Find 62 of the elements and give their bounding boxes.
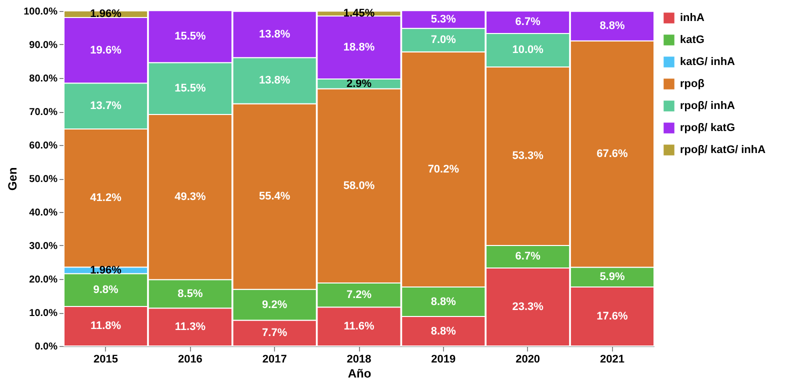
legend-label: katG <box>680 34 704 46</box>
y-tick-label: 20.0% <box>29 274 58 286</box>
x-axis-title: Año <box>348 366 372 380</box>
data-label: 8.8% <box>430 296 456 308</box>
data-label: 41.2% <box>90 192 122 204</box>
x-tick-label: 2017 <box>262 354 287 366</box>
data-label: 11.6% <box>344 320 375 333</box>
y-tick-label: 50.0% <box>29 174 58 185</box>
data-label: 2.9% <box>346 78 372 90</box>
x-tick-label: 2016 <box>178 354 202 366</box>
legend-label: rpoβ <box>680 78 705 90</box>
data-label: 8.8% <box>600 20 625 32</box>
y-tick-label: 10.0% <box>29 308 58 319</box>
data-label: 8.5% <box>178 288 203 300</box>
data-label: 5.9% <box>600 271 625 284</box>
legend-label: katG/ inhA <box>680 56 736 68</box>
data-label: 19.6% <box>90 44 122 56</box>
data-label: 15.5% <box>174 82 206 95</box>
x-tick-label: 2020 <box>516 354 540 366</box>
data-label: 7.2% <box>346 289 372 302</box>
data-label: 13.7% <box>90 100 122 112</box>
y-tick-label: 90.0% <box>29 40 58 51</box>
x-tick-label: 2018 <box>346 354 372 366</box>
data-label: 53.3% <box>512 150 544 162</box>
data-label: 8.8% <box>430 325 456 338</box>
data-label: 17.6% <box>596 310 628 323</box>
data-label: 11.3% <box>174 321 206 334</box>
data-label: 7.7% <box>262 327 288 340</box>
legend-label: inhA <box>680 12 704 24</box>
y-tick-label: 40.0% <box>29 208 58 218</box>
data-label: 9.8% <box>93 284 119 296</box>
legend-label: rpoβ/ inhA <box>680 100 736 112</box>
y-tick-label: 0.0% <box>34 342 58 352</box>
y-tick-label: 70.0% <box>29 107 58 118</box>
data-label: 18.8% <box>343 42 375 54</box>
data-label: 9.2% <box>262 298 288 311</box>
x-tick-label: 2019 <box>431 354 456 366</box>
y-axis-title: Gen <box>6 167 20 191</box>
legend-label: rpoβ/ katG/ inhA <box>680 144 766 156</box>
y-tick-label: 100.0% <box>24 6 58 18</box>
data-label: 13.8% <box>258 74 290 87</box>
y-tick-label: 60.0% <box>29 140 58 152</box>
legend-label: rpoβ/ katG <box>680 122 735 134</box>
data-label: 67.6% <box>596 148 628 160</box>
data-label: 49.3% <box>174 191 206 204</box>
data-label: 10.0% <box>512 44 544 56</box>
data-label: 58.0% <box>343 180 375 192</box>
data-label: 7.0% <box>430 34 456 46</box>
data-label: 5.3% <box>430 14 456 26</box>
data-label: 70.2% <box>428 163 460 176</box>
x-tick-label: 2015 <box>94 354 118 366</box>
data-label: 6.7% <box>515 16 541 28</box>
y-tick-label: 30.0% <box>29 241 58 252</box>
data-label: 1.96% <box>90 264 122 276</box>
data-label: 15.5% <box>174 30 206 43</box>
data-label: 13.8% <box>258 28 290 40</box>
data-label: 23.3% <box>512 300 544 313</box>
data-label: 6.7% <box>515 250 541 263</box>
x-tick-label: 2021 <box>600 354 624 366</box>
data-label: 11.8% <box>90 320 122 332</box>
y-tick-label: 80.0% <box>29 74 58 84</box>
data-label: 55.4% <box>258 190 290 203</box>
